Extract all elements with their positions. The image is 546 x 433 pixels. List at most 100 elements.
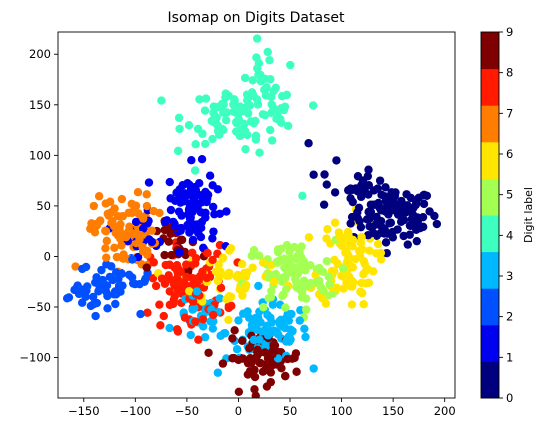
scatter-point-digit-0	[387, 188, 396, 197]
x-tick-label: 100	[331, 404, 353, 418]
colorbar-tick-label: 6	[506, 147, 513, 161]
scatter-point-digit-7	[142, 201, 152, 211]
scatter-point-digit-4	[254, 58, 264, 68]
scatter-point-digit-4	[221, 116, 231, 125]
scatter-point-digit-9	[283, 354, 292, 364]
scatter-point-digit-4	[258, 110, 268, 119]
scatter-point-digit-9	[290, 353, 299, 363]
scatter-point-digit-8	[173, 327, 183, 336]
scatter-point-digit-7	[111, 228, 120, 238]
scatter-point-digit-0	[364, 181, 374, 190]
scatter-point-digit-6	[241, 280, 251, 290]
scatter-point-digit-3	[188, 305, 197, 314]
scatter-point-digit-3	[301, 332, 310, 342]
scatter-point-digit-8	[149, 258, 158, 267]
scatter-point-digit-0	[373, 200, 382, 209]
scatter-point-digit-8	[155, 300, 164, 309]
scatter-point-digit-1	[208, 234, 217, 243]
scatter-point-digit-6	[185, 286, 194, 296]
y-axis: −100 −50 0 50 100 150 200	[19, 47, 58, 365]
scatter-point-digit-8	[180, 313, 190, 322]
scatter-point-digit-0	[399, 231, 408, 241]
colorbar-band	[481, 32, 499, 70]
scatter-point-digit-6	[218, 253, 228, 263]
scatter-point-digit-6	[342, 276, 352, 285]
scatter-point-digit-6	[376, 255, 386, 264]
scatter-point-digit-3	[165, 323, 174, 333]
colorbar-band	[481, 141, 499, 179]
scatter-point-digit-9	[238, 336, 247, 345]
x-tick-label: 50	[283, 404, 298, 418]
scatter-point-digit-4	[276, 104, 286, 113]
scatter-point-digit-3	[287, 327, 297, 336]
scatter-point-digit-2	[110, 287, 120, 296]
scatter-point-digit-8	[157, 274, 167, 283]
scatter-point-digit-9	[218, 359, 228, 368]
scatter-point-digit-1	[187, 156, 196, 165]
scatter-point-digit-1	[222, 207, 231, 216]
scatter-point-digit-9	[250, 385, 259, 394]
scatter-point-digit-9	[228, 334, 237, 343]
scatter-point-digit-0	[432, 219, 442, 229]
scatter-point-digit-9	[292, 367, 301, 376]
scatter-point-digit-9	[268, 349, 277, 359]
scatter-point-digit-0	[402, 190, 411, 199]
scatter-point-digit-0	[363, 172, 373, 181]
scatter-point-digit-4	[277, 118, 286, 127]
scatter-point-digit-9	[262, 382, 272, 391]
scatter-point-digit-4	[208, 134, 217, 144]
scatter-point-digit-5	[338, 264, 348, 273]
scatter-point-digit-6	[356, 287, 365, 297]
scatter-point-digit-7	[102, 253, 111, 262]
scatter-point-digit-1	[192, 221, 202, 230]
colorbar-band	[481, 215, 499, 253]
scatter-point-digit-4	[267, 100, 276, 109]
scatter-point-digit-1	[208, 202, 218, 212]
scatter-point-digit-6	[357, 232, 366, 242]
scatter-point-digit-0	[322, 180, 331, 189]
scatter-point-digit-5	[281, 303, 290, 312]
scatter-point-digit-8	[198, 267, 207, 276]
scatter-point-digit-4	[298, 191, 307, 200]
scatter-point-digit-7	[133, 187, 143, 197]
scatter-point-digit-9	[266, 359, 275, 369]
scatter-point-digit-2	[78, 264, 87, 274]
scatter-point-digit-0	[347, 212, 357, 222]
scatter-point-digit-2	[136, 309, 145, 319]
scatter-point-digit-8	[203, 248, 212, 258]
scatter-point-digit-4	[191, 140, 200, 149]
scatter-point-digit-8	[165, 300, 175, 310]
scatter-point-digit-5	[266, 292, 276, 302]
scatter-point-digit-7	[89, 201, 99, 211]
scatter-point-digit-3	[186, 330, 195, 340]
scatter-point-digit-8	[156, 321, 165, 330]
scatter-point-digit-3	[253, 316, 263, 325]
scatter-point-digit-5	[319, 286, 328, 295]
scatter-point-digit-1	[194, 179, 204, 188]
scatter-point-digit-6	[359, 257, 369, 266]
scatter-point-digit-0	[364, 207, 373, 217]
scatter-point-digit-4	[198, 129, 207, 138]
scatter-point-digit-2	[117, 269, 126, 279]
x-axis: −150 −100 −50 0 50 100 150 200	[68, 398, 456, 418]
scatter-point-digit-3	[269, 326, 279, 335]
colorbar-band	[481, 324, 499, 362]
scatter-point-digit-7	[94, 192, 104, 201]
colorbar: 0 1 2 3 4 5 6 7 8 9 Digit label	[480, 25, 535, 405]
scatter-point-digit-4	[175, 124, 184, 134]
scatter-point-digit-7	[116, 234, 125, 243]
scatter-point-digit-5	[271, 269, 281, 279]
scatter-point-digit-4	[234, 115, 244, 124]
scatter-point-digit-9	[230, 326, 239, 335]
scatter-point-digit-6	[369, 267, 378, 276]
scatter-point-digit-3	[263, 331, 273, 340]
scatter-point-digit-1	[203, 194, 212, 203]
scatter-point-digit-7	[101, 244, 110, 253]
scatter-point-digit-1	[147, 237, 157, 247]
scatter-point-digit-6	[339, 284, 348, 293]
scatter-point-digit-0	[365, 214, 375, 223]
scatter-point-digit-9	[176, 235, 186, 245]
y-tick-label: 0	[44, 249, 51, 263]
scatter-point-digit-1	[196, 208, 206, 217]
scatter-point-digit-5	[324, 272, 333, 281]
